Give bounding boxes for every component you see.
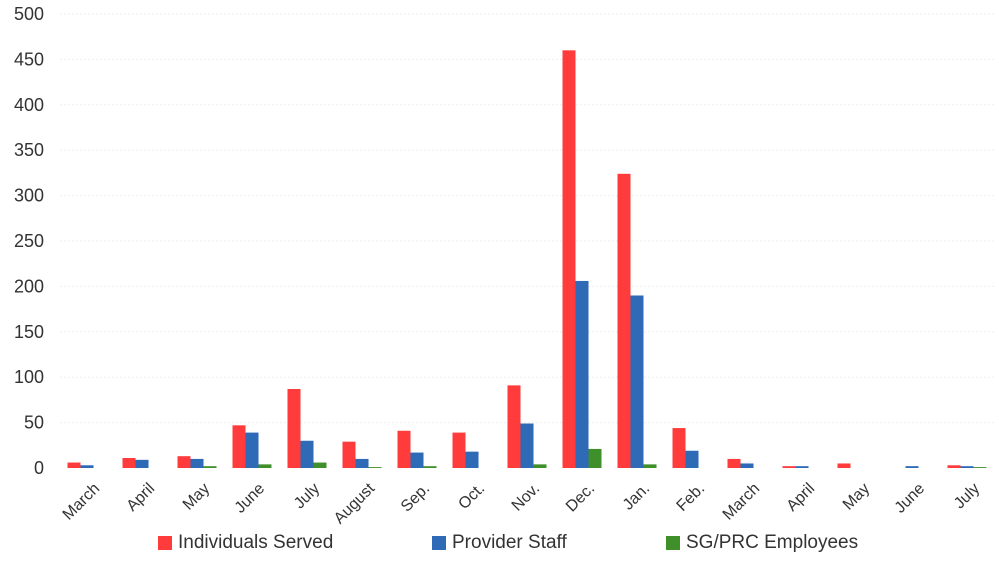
legend-swatch-individuals-served <box>158 536 172 550</box>
bar-individuals-served <box>507 385 521 468</box>
bar-sg-prc-employees <box>203 466 217 468</box>
legend-item-sg-prc-employees: SG/PRC Employees <box>666 532 858 554</box>
bar-provider-staff <box>190 458 204 468</box>
y-tick-label: 250 <box>14 231 44 251</box>
legend: Individuals Served Provider Staff SG/PRC… <box>0 528 999 558</box>
bar-provider-staff <box>355 458 369 468</box>
bar-provider-staff <box>80 465 94 468</box>
bar-provider-staff <box>795 466 809 468</box>
bar-individuals-served <box>342 441 356 468</box>
x-tick-label: Sep. <box>398 480 433 515</box>
bar-sg-prc-employees <box>368 467 382 468</box>
y-tick-label: 0 <box>34 458 44 478</box>
y-tick-label: 400 <box>14 95 44 115</box>
y-tick-label: 450 <box>14 49 44 69</box>
bar-provider-staff <box>135 459 149 468</box>
y-tick-label: 500 <box>14 4 44 24</box>
y-tick-label: 200 <box>14 276 44 296</box>
bar-sg-prc-employees <box>973 467 987 468</box>
x-tick-label: May <box>840 480 873 513</box>
bar-provider-staff <box>905 466 919 468</box>
legend-item-provider-staff: Provider Staff <box>432 532 567 554</box>
bar-individuals-served <box>672 428 686 468</box>
gridlines <box>60 13 994 424</box>
bar-sg-prc-employees <box>258 464 272 468</box>
bar-provider-staff <box>520 423 534 468</box>
bar-provider-staff <box>300 440 314 468</box>
bar-provider-staff <box>685 450 699 468</box>
x-tick-label: April <box>784 480 819 515</box>
bar-individuals-served <box>782 466 796 468</box>
bar-provider-staff <box>630 295 644 468</box>
x-tick-label: May <box>180 480 213 513</box>
x-tick-label: March <box>60 480 103 523</box>
legend-swatch-provider-staff <box>432 536 446 550</box>
y-tick-label: 100 <box>14 367 44 387</box>
y-tick-label: 150 <box>14 322 44 342</box>
x-tick-label: Nov. <box>509 480 543 514</box>
bar-individuals-served <box>122 458 136 468</box>
bar-individuals-served <box>837 463 851 468</box>
legend-label-sg-prc-employees: SG/PRC Employees <box>686 532 859 553</box>
bar-provider-staff <box>245 432 259 468</box>
bar-provider-staff <box>740 463 754 468</box>
y-tick-label: 50 <box>24 413 44 433</box>
x-tick-label: Dec. <box>563 480 598 515</box>
legend-label-provider-staff: Provider Staff <box>452 532 567 553</box>
bar-individuals-served <box>177 456 191 468</box>
x-tick-label: Feb. <box>674 480 709 515</box>
bar-individuals-served <box>562 50 576 468</box>
bar-individuals-served <box>287 389 301 468</box>
x-tick-label: Jan. <box>620 480 653 513</box>
bar-provider-staff <box>465 451 479 468</box>
bar-provider-staff <box>575 280 589 468</box>
bar-individuals-served <box>947 465 961 468</box>
legend-label-individuals-served: Individuals Served <box>178 532 334 553</box>
bar-sg-prc-employees <box>313 462 327 468</box>
bar-individuals-served <box>617 173 631 469</box>
bar-individuals-served <box>232 425 246 468</box>
bar-individuals-served <box>397 430 411 468</box>
bar-individuals-served <box>67 462 81 468</box>
legend-item-individuals-served: Individuals Served <box>158 532 333 554</box>
x-tick-label: July <box>291 480 323 512</box>
x-tick-label: March <box>720 480 763 523</box>
x-tick-label: June <box>892 480 929 517</box>
bar-provider-staff <box>410 452 424 468</box>
x-tick-label: August <box>331 480 379 528</box>
y-tick-label: 300 <box>14 186 44 206</box>
bar-sg-prc-employees <box>588 448 602 468</box>
y-axis-ticks: 0 50 100 150 200 250 300 350 400 450 500 <box>14 4 44 478</box>
bar-provider-staff <box>960 466 974 468</box>
x-tick-label: April <box>124 480 159 515</box>
bar-individuals-served <box>727 458 741 468</box>
x-axis-ticks: March April May June July August Sep. Oct. Nov. D… <box>60 480 983 528</box>
bar-sg-prc-employees <box>423 466 437 468</box>
bar-individuals-served <box>452 432 466 468</box>
x-tick-label: July <box>951 480 983 512</box>
y-tick-label: 350 <box>14 140 44 160</box>
bar-sg-prc-employees <box>643 464 657 468</box>
bars <box>67 50 987 469</box>
legend-swatch-sg-prc-employees <box>666 536 680 550</box>
x-tick-label: Oct. <box>455 480 488 513</box>
bar-sg-prc-employees <box>533 464 547 468</box>
x-tick-label: June <box>232 480 269 517</box>
